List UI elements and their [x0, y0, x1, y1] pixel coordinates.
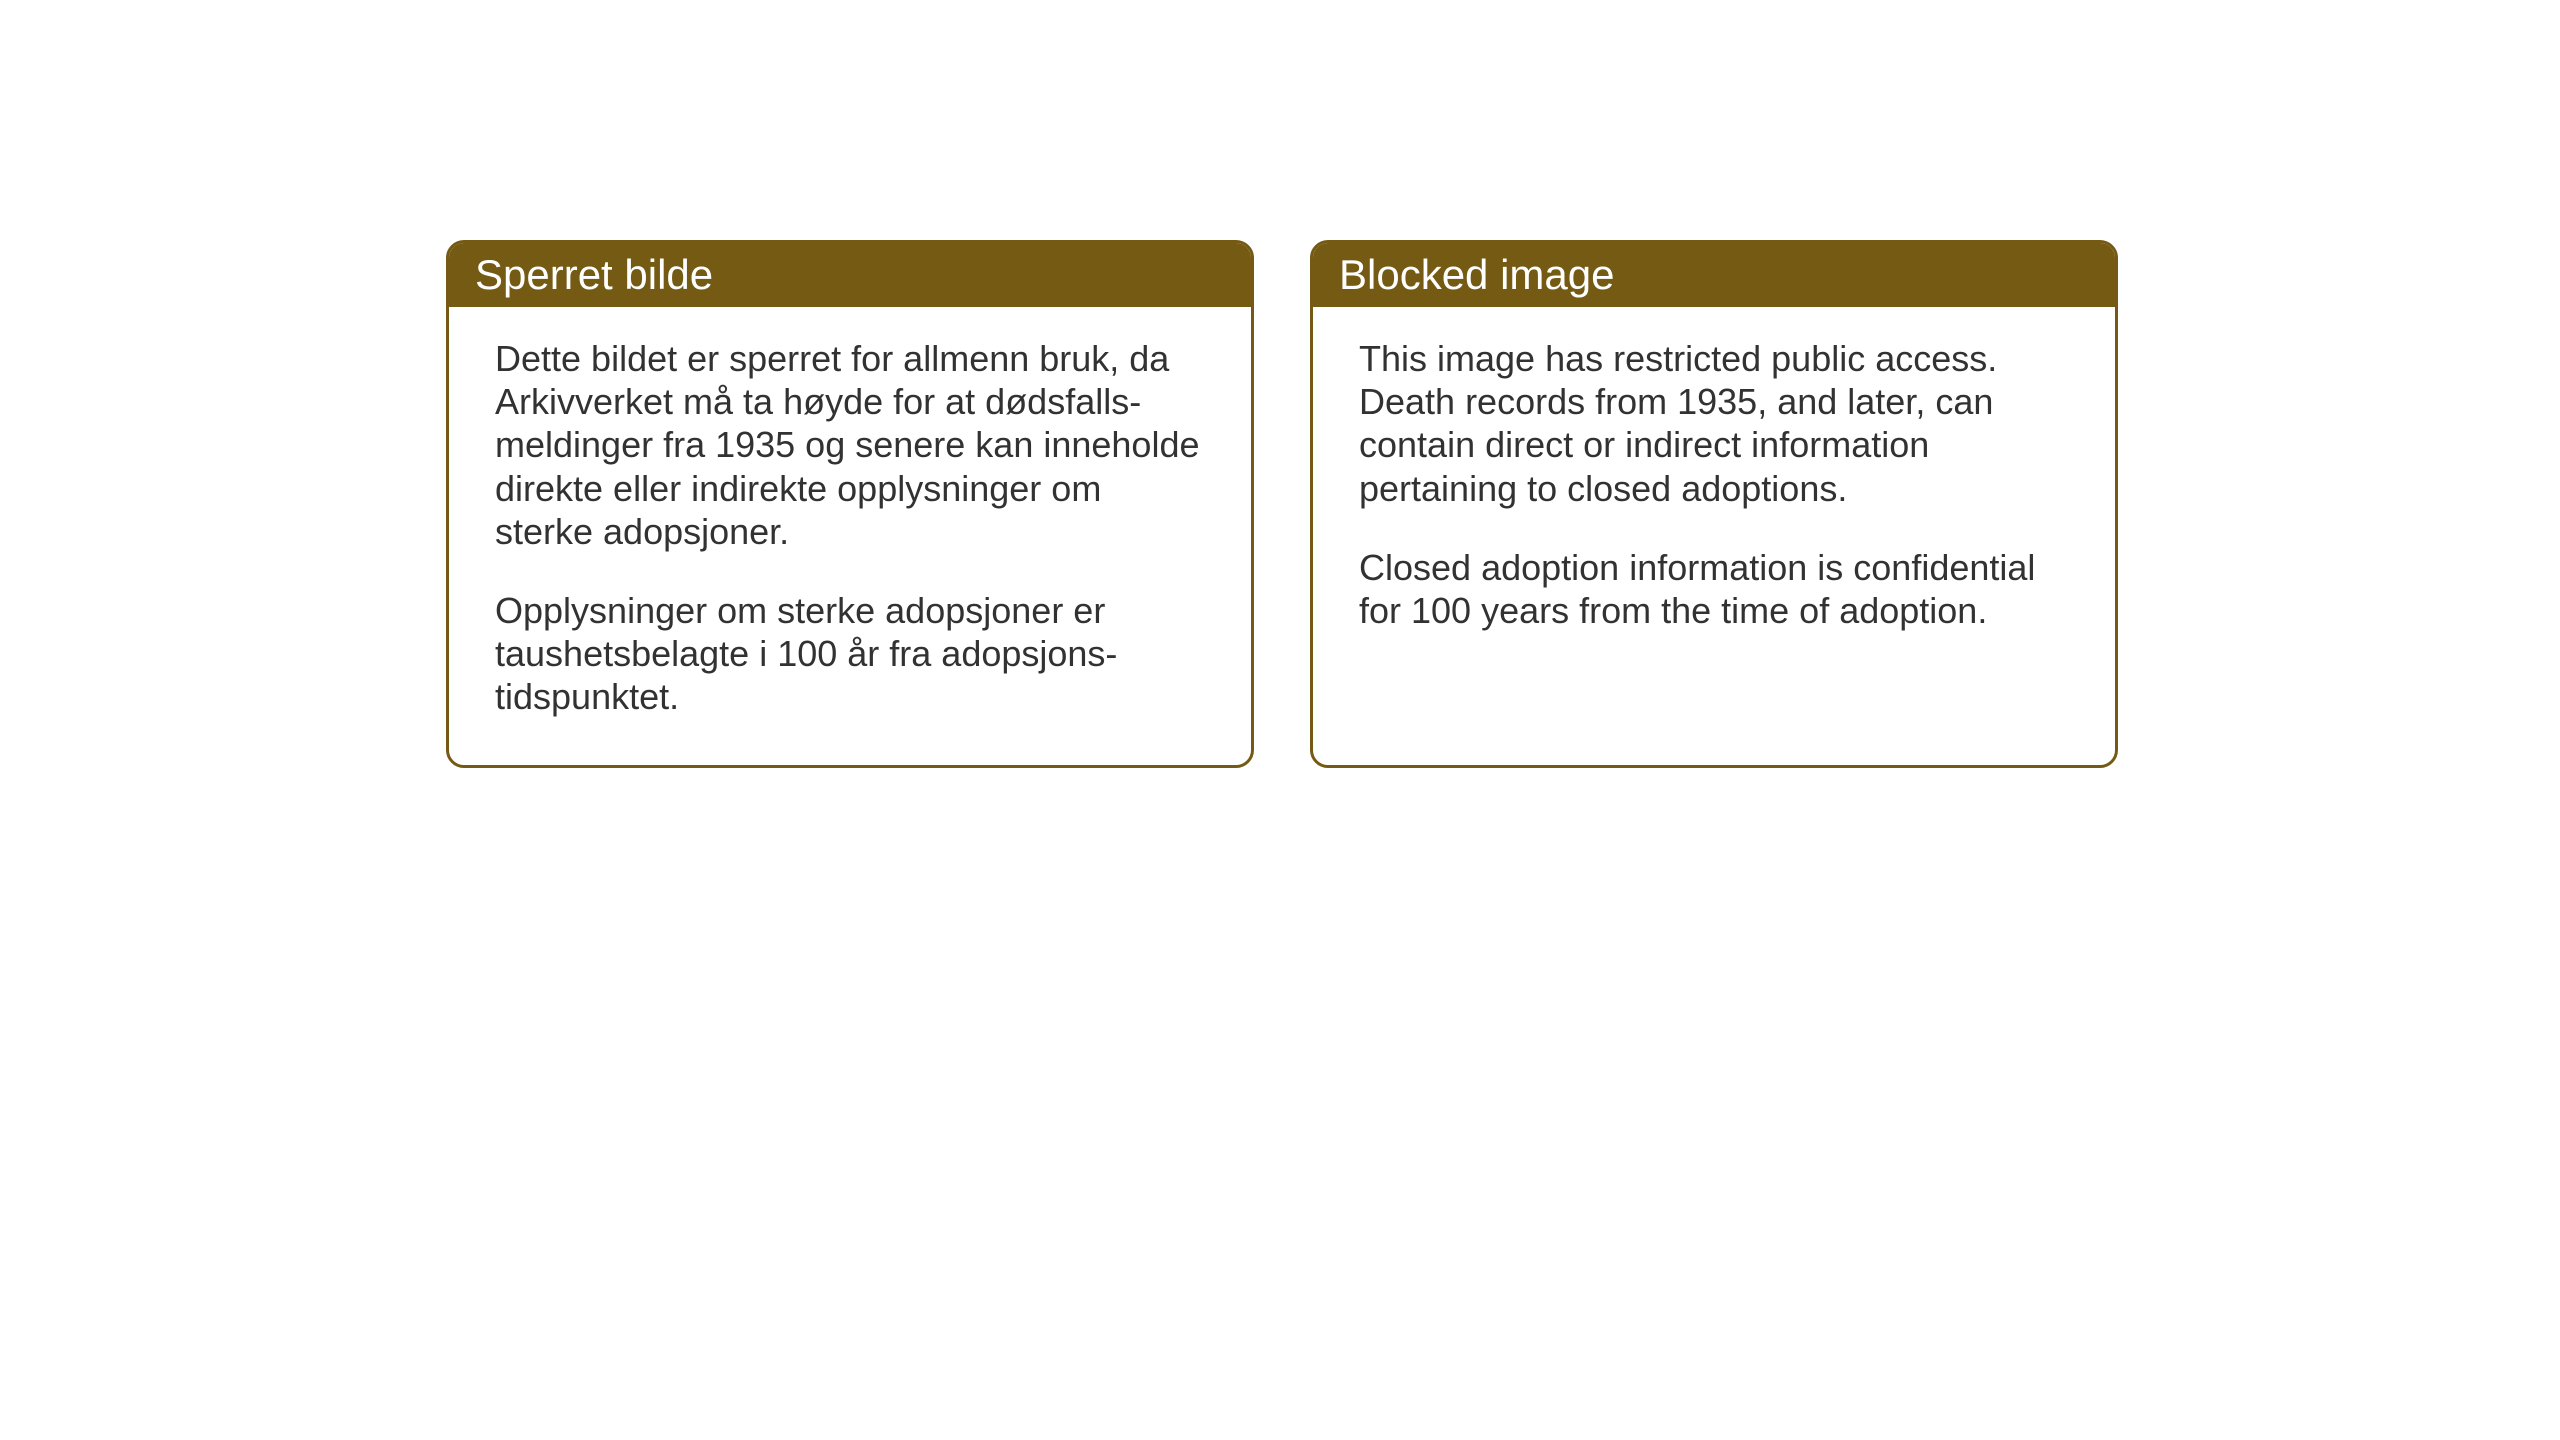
norwegian-paragraph-2: Opplysninger om sterke adopsjoner er tau…	[495, 589, 1205, 719]
notice-cards-container: Sperret bilde Dette bildet er sperret fo…	[446, 240, 2118, 768]
norwegian-card-title: Sperret bilde	[449, 243, 1251, 307]
english-paragraph-1: This image has restricted public access.…	[1359, 337, 2069, 510]
english-card-title: Blocked image	[1313, 243, 2115, 307]
english-card-body: This image has restricted public access.…	[1313, 307, 2115, 747]
norwegian-paragraph-1: Dette bildet er sperret for allmenn bruk…	[495, 337, 1205, 553]
english-paragraph-2: Closed adoption information is confident…	[1359, 546, 2069, 632]
english-notice-card: Blocked image This image has restricted …	[1310, 240, 2118, 768]
norwegian-card-body: Dette bildet er sperret for allmenn bruk…	[449, 307, 1251, 765]
norwegian-notice-card: Sperret bilde Dette bildet er sperret fo…	[446, 240, 1254, 768]
